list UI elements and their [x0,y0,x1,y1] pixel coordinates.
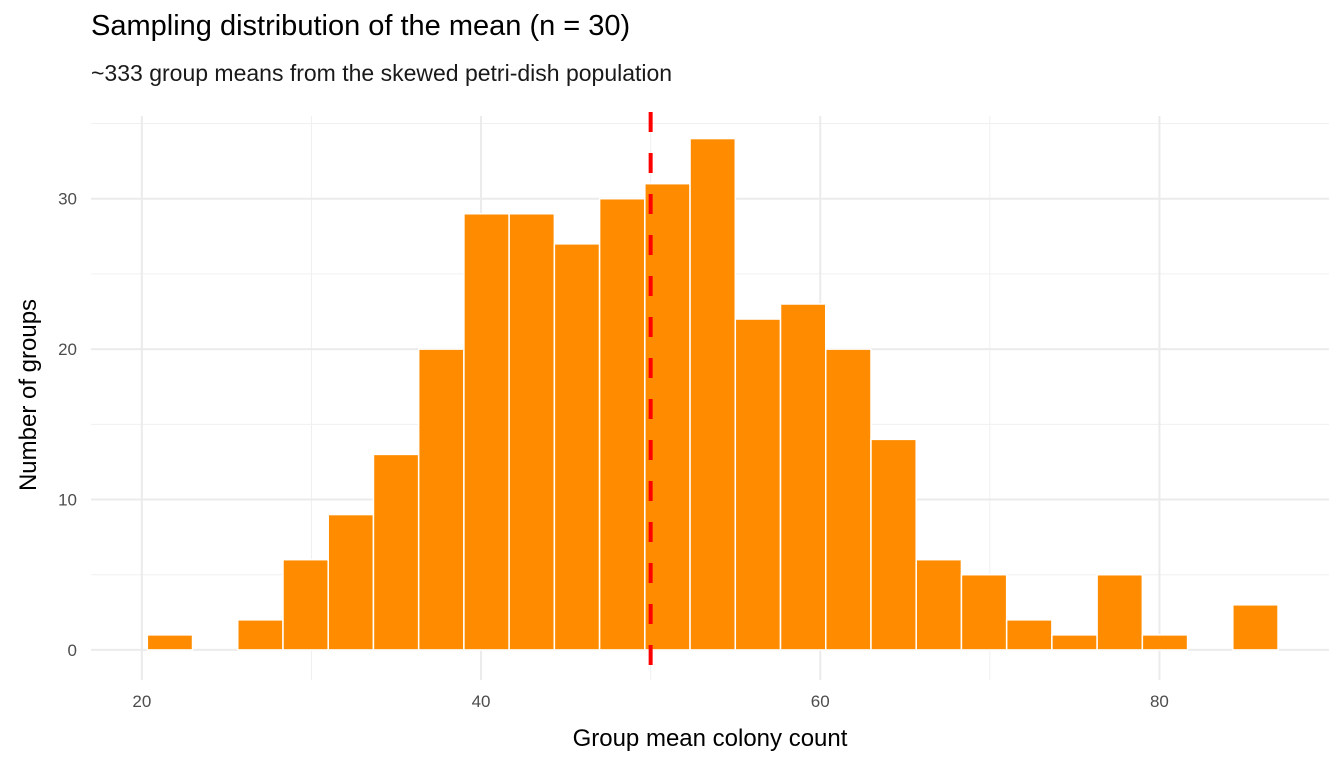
histogram-bar [237,619,284,651]
y-tick-label: 0 [68,641,77,660]
histogram-bar [870,438,917,651]
histogram-bars [146,137,1279,651]
y-tick-label: 10 [58,491,77,510]
x-tick-label: 20 [132,692,151,711]
x-tick-label: 80 [1150,692,1169,711]
chart-subtitle: ~333 group means from the skewed petri-d… [91,60,673,86]
histogram-bar [734,318,782,651]
histogram-bar [960,573,1008,651]
histogram-bar [824,348,872,651]
histogram-bar [553,243,601,651]
histogram-bar [508,213,556,651]
histogram-bar [1141,634,1189,651]
histogram-bar [1232,604,1279,651]
histogram-bar [689,137,737,651]
x-axis-label: Group mean colony count [573,725,848,752]
histogram-bar [1005,619,1053,651]
histogram-bar [779,303,827,651]
histogram-bar [915,558,963,651]
histogram-bar [1051,634,1098,651]
histogram-bar [327,513,375,651]
y-axis-label: Number of groups [15,299,42,491]
histogram-bar [463,213,510,651]
y-tick-label: 30 [58,190,77,209]
y-tick-label: 20 [58,340,77,359]
chart-title: Sampling distribution of the mean (n = 3… [91,10,631,42]
histogram-bar [372,453,420,651]
histogram-bar [146,634,194,651]
histogram-bar [1096,573,1144,651]
x-tick-label: 60 [811,692,830,711]
x-tick-label: 40 [472,692,491,711]
histogram-bar [598,197,646,651]
histogram-bar [417,348,465,651]
histogram-bar [282,558,329,651]
x-tick-labels: 20 40 60 80 [132,692,1168,711]
y-tick-labels: 0 10 20 30 [58,190,77,660]
